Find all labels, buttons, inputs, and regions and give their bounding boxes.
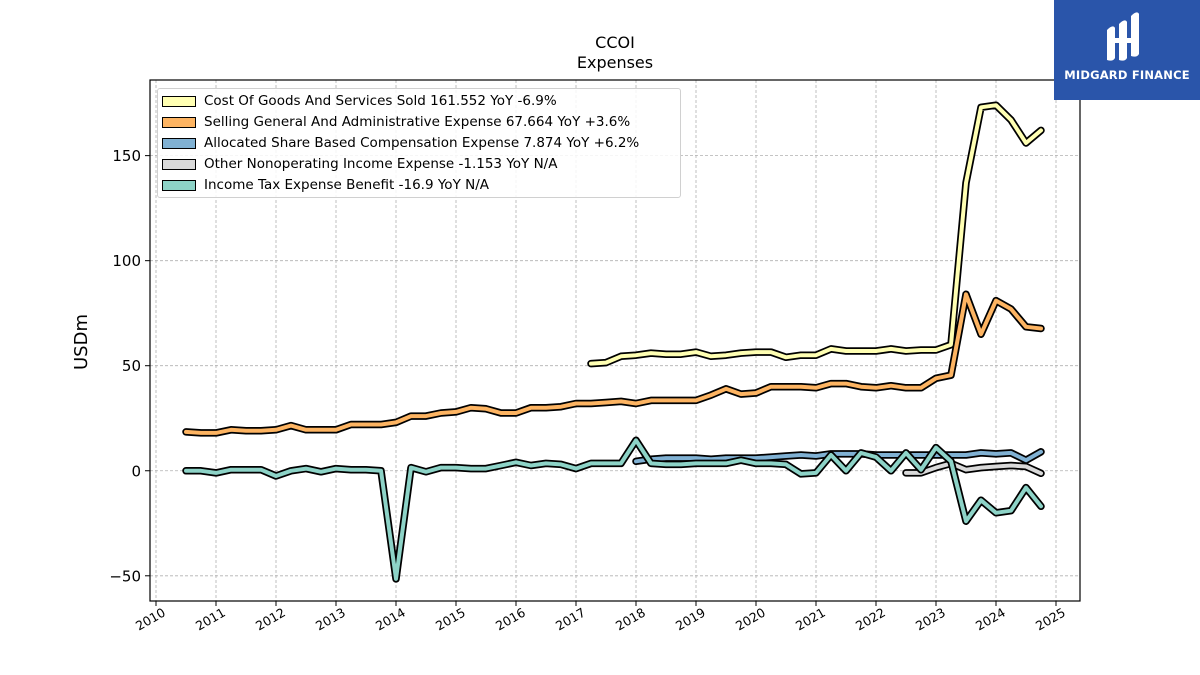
chart-title: CCOI — [595, 33, 635, 52]
legend-label: Other Nonoperating Income Expense -1.153… — [204, 156, 558, 172]
legend-swatch — [162, 138, 196, 149]
y-axis: −50 0 50 100 150 — [109, 147, 150, 585]
legend-swatch — [162, 96, 196, 107]
legend-label: Cost Of Goods And Services Sold 161.552 … — [204, 93, 557, 109]
x-axis: 2010 2011 2012 2013 2014 2015 2016 2017 2018 2019… — [133, 601, 1068, 634]
x-tick-label: 2020 — [733, 605, 768, 634]
series-line — [184, 438, 1043, 581]
y-tick-label: 50 — [122, 357, 141, 375]
legend-item: Allocated Share Based Compensation Expen… — [158, 134, 680, 152]
x-tick-label: 2021 — [793, 605, 828, 634]
legend-swatch — [162, 180, 196, 191]
x-tick-label: 2018 — [613, 605, 648, 634]
brand-name: MIDGARD FINANCE — [1064, 68, 1190, 82]
legend-swatch — [162, 159, 196, 170]
y-tick-label: 0 — [131, 462, 141, 480]
chart-subtitle: Expenses — [576, 53, 654, 72]
x-tick-label: 2016 — [493, 605, 528, 634]
x-tick-label: 2023 — [913, 605, 948, 634]
x-tick-label: 2011 — [193, 605, 228, 634]
series-line — [184, 292, 1043, 435]
midgard-logo-icon — [1107, 12, 1139, 61]
y-axis-label: USDm — [71, 314, 92, 370]
plot-frame — [149, 79, 1081, 602]
legend-item: Income Tax Expense Benefit -16.9 YoY N/A — [158, 176, 680, 194]
series-line — [589, 103, 1043, 366]
legend-item: Cost Of Goods And Services Sold 161.552 … — [158, 92, 680, 110]
x-tick-label: 2015 — [433, 605, 468, 634]
x-tick-label: 2022 — [853, 605, 888, 634]
series-line — [634, 449, 1043, 464]
legend-label: Income Tax Expense Benefit -16.9 YoY N/A — [204, 177, 489, 193]
x-tick-label: 2025 — [1033, 605, 1068, 634]
legend-item: Other Nonoperating Income Expense -1.153… — [158, 155, 680, 173]
legend: Cost Of Goods And Services Sold 161.552 … — [157, 88, 681, 198]
x-tick-label: 2017 — [553, 605, 588, 634]
series-outline — [182, 290, 1045, 437]
x-tick-label: 2019 — [673, 605, 708, 634]
series-line — [904, 461, 1043, 476]
y-tick-label: 150 — [112, 147, 141, 165]
y-tick-label: −50 — [109, 567, 141, 585]
legend-swatch — [162, 117, 196, 128]
y-tick-label: 100 — [112, 252, 141, 270]
legend-label: Allocated Share Based Compensation Expen… — [204, 135, 640, 151]
x-tick-label: 2014 — [373, 605, 408, 634]
x-tick-label: 2024 — [973, 605, 1008, 634]
x-tick-label: 2012 — [253, 605, 288, 634]
x-tick-label: 2013 — [313, 605, 348, 634]
legend-label: Selling General And Administrative Expen… — [204, 114, 631, 130]
x-tick-label: 2010 — [133, 605, 168, 634]
legend-item: Selling General And Administrative Expen… — [158, 113, 680, 131]
series-lines — [182, 101, 1045, 583]
brand-logo: MIDGARD FINANCE — [1054, 0, 1200, 100]
